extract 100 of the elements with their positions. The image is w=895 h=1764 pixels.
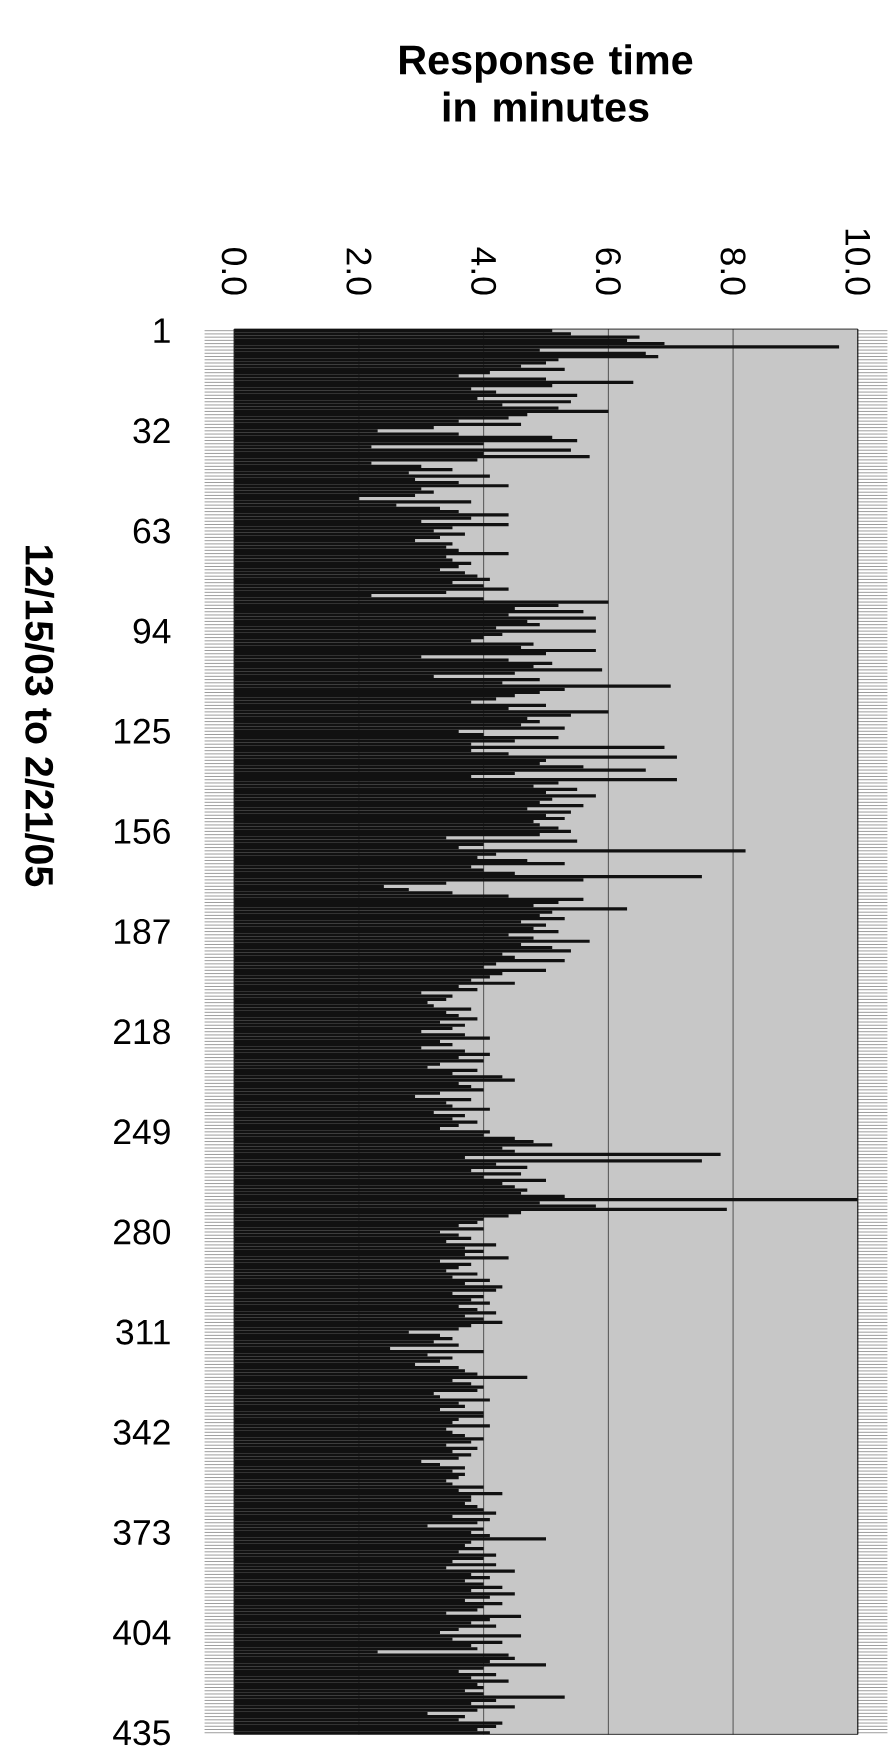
bar	[234, 810, 571, 814]
bar	[234, 642, 534, 646]
bar	[234, 648, 596, 653]
bar	[234, 907, 627, 911]
bar	[234, 994, 453, 998]
bar	[234, 500, 472, 504]
bar	[234, 474, 490, 478]
bar	[234, 1714, 465, 1719]
bar	[234, 1537, 546, 1541]
bar	[234, 1198, 858, 1202]
bar	[234, 1546, 484, 1551]
y-tick-label: 342	[113, 1419, 170, 1445]
bar	[234, 1679, 509, 1683]
bar	[234, 561, 472, 565]
bar	[234, 1043, 453, 1047]
bar	[234, 1569, 515, 1573]
bar	[234, 849, 746, 853]
bar	[234, 1285, 503, 1289]
bar	[234, 600, 609, 604]
bar	[234, 490, 434, 494]
bar	[234, 959, 565, 963]
bar	[234, 923, 546, 927]
y-tick-label: 249	[113, 1119, 170, 1145]
bar	[234, 1563, 496, 1567]
bar	[234, 393, 578, 397]
bar	[234, 1262, 472, 1266]
bar	[234, 1356, 453, 1360]
bar	[234, 1007, 472, 1011]
bar	[234, 1404, 465, 1409]
bar	[234, 1036, 490, 1040]
x-tick-label: 6.0	[595, 248, 621, 295]
y-tick-label: 94	[133, 618, 171, 644]
x-tick-label: 10.0	[845, 229, 871, 295]
bar	[234, 1472, 465, 1476]
bar	[234, 1320, 503, 1325]
bar	[234, 1695, 565, 1699]
bar	[234, 335, 640, 339]
bar	[234, 719, 540, 724]
bar	[234, 1375, 528, 1379]
bar	[234, 677, 540, 682]
bar	[234, 400, 571, 404]
bar	[234, 1227, 484, 1231]
bar	[234, 532, 465, 536]
bar	[234, 1023, 465, 1027]
bar	[234, 448, 571, 452]
bar	[234, 745, 665, 750]
bar	[234, 409, 609, 414]
bar	[234, 768, 646, 772]
bar	[234, 1576, 490, 1580]
bar	[234, 1492, 503, 1496]
y-tick-label: 1	[154, 318, 170, 343]
bar	[234, 467, 453, 472]
bar	[234, 736, 559, 740]
x-tick-label: 0.0	[221, 248, 247, 295]
bar	[234, 897, 584, 901]
bar	[234, 1585, 503, 1589]
chart-title: Response time in minutes	[399, 44, 693, 122]
bar	[234, 1424, 490, 1428]
bar	[234, 1343, 459, 1347]
y-tick-label: 435	[112, 1720, 170, 1746]
bar	[234, 1411, 484, 1415]
bar	[234, 929, 559, 934]
bar	[234, 816, 565, 821]
bar	[234, 862, 565, 866]
bar	[234, 455, 590, 459]
bar	[234, 1159, 702, 1163]
bar	[234, 1301, 490, 1305]
bar	[234, 829, 571, 834]
bar	[234, 703, 546, 708]
bar	[234, 1152, 721, 1157]
y-tick-label: 125	[114, 718, 170, 744]
bar	[234, 422, 521, 426]
bar	[234, 345, 839, 349]
bar	[234, 1511, 496, 1515]
bar	[234, 1498, 472, 1502]
bar	[234, 988, 478, 992]
bar	[234, 629, 596, 633]
bar	[234, 1601, 503, 1606]
bar	[234, 949, 571, 953]
bar	[234, 1663, 546, 1667]
bar	[234, 1172, 521, 1176]
bar	[234, 1120, 478, 1124]
x-tick-label: 2.0	[346, 248, 372, 295]
bar	[234, 1685, 484, 1690]
bar	[234, 917, 565, 921]
bar	[234, 367, 565, 372]
bar	[234, 1466, 465, 1470]
bar	[234, 1165, 528, 1170]
bar	[234, 794, 596, 798]
bar	[234, 438, 578, 443]
bar	[234, 839, 578, 843]
bar	[234, 522, 509, 527]
bar	[234, 1236, 472, 1241]
bar	[234, 1188, 528, 1192]
bar	[234, 1640, 503, 1644]
bar	[234, 726, 565, 730]
bar	[234, 755, 677, 759]
bar	[234, 1078, 515, 1082]
bar	[234, 1097, 472, 1102]
y-tick-label: 187	[114, 919, 170, 945]
